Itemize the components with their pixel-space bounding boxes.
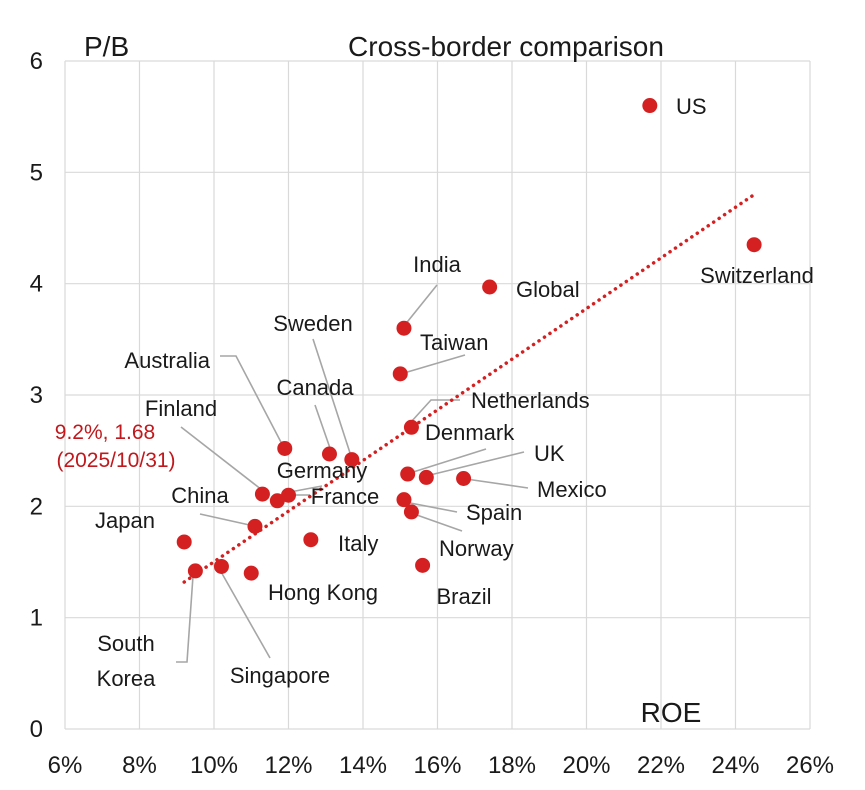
trendline-group bbox=[182, 192, 756, 584]
x-tick-label: 24% bbox=[711, 752, 759, 779]
annotation-value: 9.2%, 1.68 bbox=[55, 421, 155, 444]
point-india bbox=[396, 320, 412, 336]
point-label-india: India bbox=[413, 252, 461, 277]
x-tick-label: 14% bbox=[339, 752, 387, 779]
grid-lines bbox=[64, 60, 811, 730]
x-tick-label: 20% bbox=[562, 752, 610, 779]
point-label-china: China bbox=[171, 483, 229, 508]
point-switzerland bbox=[746, 237, 762, 253]
leader-line-norway bbox=[413, 513, 463, 532]
point-label-switzerland: Switzerland bbox=[700, 263, 814, 288]
x-axis-label: ROE bbox=[641, 697, 702, 728]
point-label-taiwan: Taiwan bbox=[420, 330, 488, 355]
point-label-denmark: Denmark bbox=[425, 420, 515, 445]
point-sweden bbox=[344, 452, 360, 468]
point-south-korea bbox=[187, 563, 203, 579]
y-tick-label: 5 bbox=[30, 159, 43, 186]
x-tick-label: 6% bbox=[48, 752, 83, 779]
point-labels: US Switzerland Global India Taiwan Netherland… bbox=[95, 94, 814, 691]
point-italy bbox=[303, 532, 319, 548]
x-tick-labels: 6% 8% 10% 12% 14% 16% 18% 20% 22% 24% 26% bbox=[48, 752, 834, 779]
point-singapore bbox=[213, 558, 229, 574]
point-netherlands bbox=[403, 419, 419, 435]
leader-line-sweden bbox=[312, 338, 352, 457]
leader-line-china bbox=[199, 513, 255, 527]
leader-line-mexico bbox=[465, 478, 529, 489]
y-tick-label: 6 bbox=[30, 48, 43, 75]
x-tick-label: 12% bbox=[264, 752, 312, 779]
point-label-brazil: Brazil bbox=[436, 584, 491, 609]
point-canada bbox=[321, 446, 337, 462]
x-tick-label: 22% bbox=[637, 752, 685, 779]
data-points bbox=[176, 98, 762, 581]
point-label-netherlands: Netherlands bbox=[471, 388, 590, 413]
annotation-date: (2025/10/31) bbox=[56, 449, 175, 472]
point-label-japan: Japan bbox=[95, 508, 155, 533]
point-france bbox=[269, 493, 285, 509]
y-tick-label: 3 bbox=[30, 382, 43, 409]
point-label-germany: Germany bbox=[277, 458, 367, 483]
point-taiwan bbox=[392, 366, 408, 382]
point-label-mexico: Mexico bbox=[537, 477, 607, 502]
point-label-uk: UK bbox=[534, 441, 565, 466]
point-label-hong-kong: Hong Kong bbox=[268, 580, 378, 605]
point-label-italy: Italy bbox=[338, 531, 378, 556]
y-tick-label: 2 bbox=[30, 493, 43, 520]
point-label-spain: Spain bbox=[466, 500, 522, 525]
point-label-canada: Canada bbox=[276, 375, 354, 400]
leader-line-denmark bbox=[409, 448, 487, 474]
leader-line-india bbox=[403, 284, 438, 327]
leader-line-spain bbox=[404, 501, 458, 513]
point-spain bbox=[396, 492, 412, 508]
point-global bbox=[482, 279, 498, 295]
point-label-finland: Finland bbox=[145, 396, 217, 421]
y-tick-label: 1 bbox=[30, 605, 43, 632]
point-denmark bbox=[400, 466, 416, 482]
point-finland bbox=[254, 486, 270, 502]
point-label-south-korea: South bbox=[97, 631, 155, 656]
trendline bbox=[182, 192, 756, 584]
leader-line-canada bbox=[314, 404, 332, 452]
leader-line-south-korea bbox=[176, 575, 194, 663]
point-label-global: Global bbox=[516, 277, 580, 302]
point-label-sweden: Sweden bbox=[273, 311, 353, 336]
y-tick-label: 4 bbox=[30, 271, 43, 298]
point-uk bbox=[418, 469, 434, 485]
point-label-us: US bbox=[676, 94, 707, 119]
leader-line-uk bbox=[425, 451, 525, 477]
point-label-norway: Norway bbox=[439, 536, 514, 561]
point-brazil bbox=[415, 557, 431, 573]
point-us bbox=[642, 98, 658, 114]
leader-line-finland bbox=[180, 426, 263, 491]
x-tick-label: 10% bbox=[190, 752, 238, 779]
point-label-singapore: Singapore bbox=[230, 663, 330, 688]
leader-lines bbox=[176, 284, 529, 663]
y-axis-label: P/B bbox=[84, 31, 129, 62]
point-label-france: France bbox=[311, 484, 379, 509]
y-tick-labels: 0 1 2 3 4 5 6 bbox=[30, 48, 43, 743]
point-mexico bbox=[456, 471, 472, 486]
x-tick-label: 16% bbox=[413, 752, 461, 779]
x-tick-label: 18% bbox=[488, 752, 536, 779]
point-hong-kong bbox=[243, 565, 259, 581]
point-label-australia: Australia bbox=[124, 348, 210, 373]
x-tick-label: 26% bbox=[786, 752, 834, 779]
leader-line-australia bbox=[220, 355, 284, 447]
point-china bbox=[247, 518, 263, 534]
point-japan bbox=[176, 534, 192, 550]
leader-line-singapore bbox=[219, 569, 271, 659]
leader-line-taiwan bbox=[403, 354, 466, 374]
chart-title: Cross-border comparison bbox=[348, 31, 664, 62]
leader-line-germany bbox=[289, 485, 323, 493]
point-norway bbox=[403, 504, 419, 520]
point-label-south-korea-line2: Korea bbox=[97, 666, 156, 691]
point-germany bbox=[281, 487, 296, 503]
point-australia bbox=[277, 440, 293, 456]
x-tick-label: 8% bbox=[122, 752, 157, 779]
y-tick-label: 0 bbox=[30, 716, 43, 743]
